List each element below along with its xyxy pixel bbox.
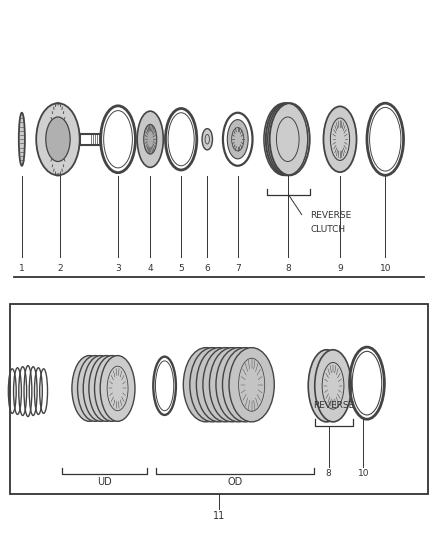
Text: 2: 2	[57, 264, 63, 273]
Ellipse shape	[323, 107, 357, 172]
Ellipse shape	[196, 348, 242, 422]
Text: 5: 5	[178, 264, 184, 273]
Text: CLUTCH: CLUTCH	[311, 225, 346, 234]
Ellipse shape	[190, 348, 235, 422]
Text: OD: OD	[227, 477, 243, 487]
Text: UD: UD	[97, 477, 112, 487]
Text: 10: 10	[379, 264, 391, 273]
Ellipse shape	[209, 348, 254, 422]
Text: 11: 11	[213, 512, 225, 521]
Ellipse shape	[223, 348, 268, 422]
Ellipse shape	[264, 103, 304, 175]
Ellipse shape	[315, 350, 351, 422]
Bar	[10, 304, 428, 495]
Text: 4: 4	[148, 264, 153, 273]
Ellipse shape	[19, 113, 25, 166]
Ellipse shape	[36, 103, 80, 175]
Ellipse shape	[100, 356, 135, 421]
Text: 7: 7	[235, 264, 240, 273]
Ellipse shape	[268, 103, 308, 175]
Ellipse shape	[83, 356, 118, 421]
Ellipse shape	[137, 111, 163, 167]
Ellipse shape	[229, 348, 274, 422]
Text: REVERSE: REVERSE	[313, 401, 354, 410]
Ellipse shape	[144, 124, 157, 154]
Text: 8: 8	[285, 264, 291, 273]
Ellipse shape	[78, 356, 113, 421]
Ellipse shape	[89, 356, 124, 421]
Text: 3: 3	[115, 264, 121, 273]
Ellipse shape	[202, 128, 212, 150]
Ellipse shape	[184, 348, 229, 422]
Ellipse shape	[227, 119, 248, 159]
Ellipse shape	[203, 348, 248, 422]
Text: REVERSE: REVERSE	[311, 211, 352, 220]
Ellipse shape	[308, 350, 345, 422]
Text: 9: 9	[337, 264, 343, 273]
Text: 1: 1	[19, 264, 25, 273]
Ellipse shape	[72, 356, 107, 421]
Text: 8: 8	[326, 469, 332, 478]
Ellipse shape	[95, 356, 129, 421]
Ellipse shape	[216, 348, 261, 422]
Text: 6: 6	[205, 264, 210, 273]
Ellipse shape	[46, 117, 70, 161]
Text: 10: 10	[358, 469, 369, 478]
